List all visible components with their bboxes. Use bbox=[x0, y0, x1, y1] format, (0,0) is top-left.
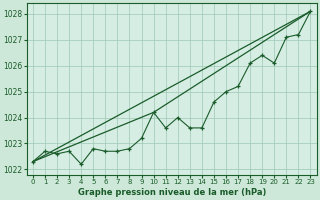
X-axis label: Graphe pression niveau de la mer (hPa): Graphe pression niveau de la mer (hPa) bbox=[77, 188, 266, 197]
